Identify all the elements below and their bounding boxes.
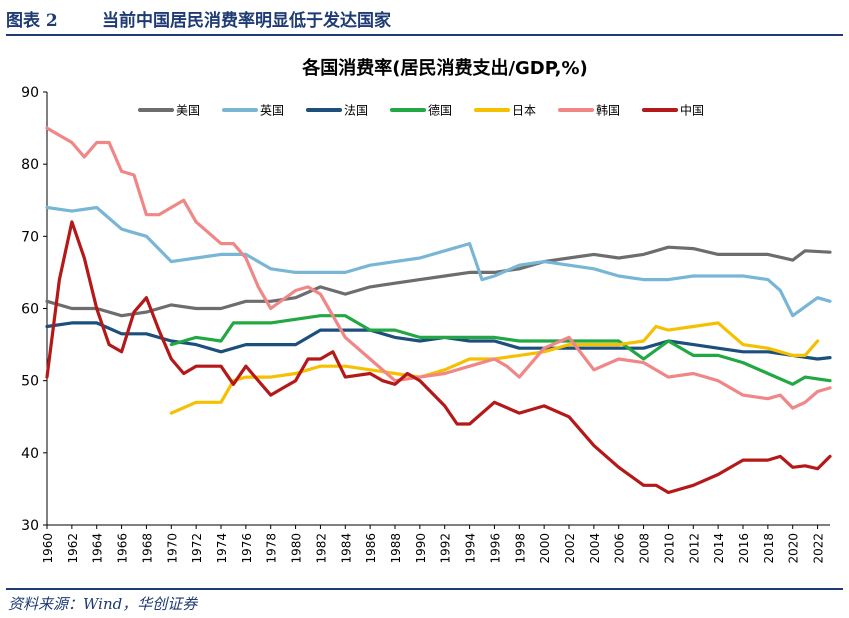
x-tick-label: 1980	[290, 533, 304, 564]
line-chart: 各国消费率(居民消费支出/GDP,%) 美国 英国 法国 德国 日本 韩国 中国 30 40 5…	[21, 57, 832, 564]
axes: 30 40 50 60 70 80 90 1960 1962 1964 1966 1968 1970 19…	[21, 85, 830, 564]
x-tick-label: 1996	[488, 533, 502, 564]
x-tick-label: 2004	[588, 533, 602, 564]
x-tick-label: 2016	[737, 533, 751, 564]
x-tick-label: 1966	[116, 533, 130, 564]
x-tick-label: 1972	[190, 533, 204, 564]
x-tick-label: 2012	[687, 533, 701, 564]
y-tick-label: 80	[21, 157, 39, 173]
legend: 美国 英国 法国 德国 日本 韩国 中国	[138, 103, 704, 118]
y-tick-label: 70	[21, 229, 39, 245]
x-tick-label: 1998	[513, 533, 527, 564]
series-line-2	[45, 205, 832, 318]
y-tick-label: 60	[21, 302, 39, 318]
x-tick-label: 1962	[66, 533, 80, 564]
source-note: 资料来源：Wind，华创证券	[8, 595, 198, 613]
x-tick-label: 1984	[339, 533, 353, 564]
legend-label-4: 德国	[428, 103, 452, 118]
x-tick-label: 1992	[439, 533, 453, 564]
x-tick-label: 1982	[314, 533, 328, 564]
y-tick-label: 50	[21, 374, 39, 390]
x-tick-label: 2020	[787, 533, 801, 564]
legend-label-2: 英国	[260, 104, 284, 118]
y-tick-label: 30	[21, 518, 39, 534]
x-tick-label: 1964	[91, 533, 105, 564]
legend-label-7: 中国	[680, 103, 704, 118]
legend-label-5: 日本	[512, 104, 536, 118]
x-tick-label: 1986	[364, 533, 378, 564]
x-tick-label: 2014	[712, 533, 726, 564]
y-tick-label: 40	[21, 446, 39, 462]
x-tick-label: 2008	[638, 533, 652, 564]
x-tick-label: 2022	[812, 533, 826, 564]
header-rule	[6, 34, 843, 36]
x-tick-label: 2000	[538, 533, 552, 564]
x-tick-label: 2010	[662, 533, 676, 564]
series-line-7	[45, 220, 832, 495]
x-tick-label: 1968	[140, 533, 154, 564]
x-tick-label: 1974	[215, 533, 229, 564]
x-tick-label: 2006	[613, 533, 627, 564]
legend-label-6: 韩国	[596, 103, 620, 118]
series-line-4	[169, 314, 832, 386]
series-lines	[45, 126, 832, 495]
y-tick-label: 90	[21, 85, 39, 101]
x-tick-label: 1978	[265, 533, 279, 564]
x-tick-label: 1988	[389, 533, 403, 564]
figure-label: 图表 2	[6, 11, 58, 31]
chart-title: 各国消费率(居民消费支出/GDP,%)	[301, 57, 588, 79]
footer-rule	[6, 588, 843, 590]
series-line-1	[45, 245, 832, 318]
x-tick-label: 1994	[464, 533, 478, 564]
x-tick-label: 2018	[762, 533, 776, 564]
legend-label-3: 法国	[344, 104, 368, 118]
legend-label-1: 美国	[176, 104, 200, 118]
series-line-6	[45, 126, 832, 410]
x-tick-label: 1976	[240, 533, 254, 564]
figure-header: 图表 2 当前中国居民消费率明显低于发达国家	[0, 0, 849, 34]
x-tick-label: 2002	[563, 533, 577, 564]
figure-title: 当前中国居民消费率明显低于发达国家	[102, 11, 391, 31]
x-tick-label: 1970	[165, 533, 179, 564]
x-tick-label: 1960	[41, 533, 55, 564]
series-line-5	[169, 321, 820, 415]
x-tick-label: 1990	[414, 533, 428, 564]
